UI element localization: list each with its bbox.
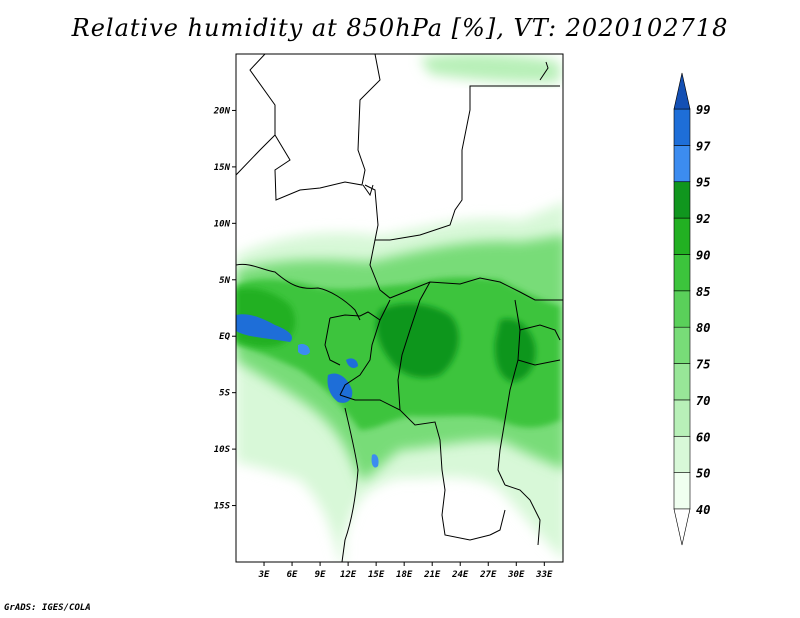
colorbar-swatch [673, 399, 691, 437]
country-borders [236, 54, 563, 562]
colorbar-swatch [673, 108, 691, 146]
credit-text: GrADS: IGES/COLA [4, 603, 91, 613]
lon-tick-label: 21E [423, 570, 441, 580]
lon-tick-label: 24E [451, 570, 469, 580]
colorbar-swatch [673, 435, 691, 473]
lat-tick-label: 5S [219, 389, 230, 399]
colorbar-label: 80 [696, 321, 710, 335]
lon-tick-label: 18E [396, 570, 413, 580]
lon-tick-label: 12E [340, 570, 357, 580]
lat-tick-label: 5N [219, 276, 230, 286]
colorbar-label: 50 [696, 467, 710, 481]
colorbar-label: 99 [696, 103, 710, 117]
colorbar: 40 50 60 70 75 80 85 90 92 95 97 99 [673, 72, 711, 546]
colorbar-label: 90 [696, 248, 710, 262]
colorbar-label: 85 [696, 285, 710, 299]
lon-tick-label: 27E [479, 570, 497, 580]
lat-tick-label: 20N [213, 106, 231, 116]
lat-tick-label: 10N [214, 219, 231, 229]
latitude-axis: 20N 15N 10N 5N EQ 5S 10S 15S [213, 106, 236, 512]
lon-tick-label: 30E [507, 570, 525, 580]
lon-tick-label: 6E [287, 570, 298, 580]
map-frame [235, 53, 564, 563]
lon-tick-label: 33E [535, 570, 553, 580]
colorbar-label: 40 [696, 503, 710, 517]
longitude-axis: 3E 6E 9E 12E 15E 18E 21E 24E 27E 30E 33E [258, 562, 553, 580]
colorbar-label: 70 [696, 394, 710, 408]
lat-tick-label: 15S [214, 502, 231, 512]
colorbar-label: 95 [696, 176, 710, 190]
colorbar-label: 60 [696, 430, 710, 444]
colorbar-swatch [673, 145, 691, 183]
colorbar-swatch [673, 472, 691, 510]
colorbar-swatch [673, 363, 691, 401]
colorbar-swatch [673, 254, 691, 292]
humidity-field [236, 54, 563, 562]
colorbar-swatch [673, 217, 691, 255]
colorbar-label: 75 [696, 358, 710, 372]
lon-tick-label: 9E [315, 570, 326, 580]
lat-tick-label: 15N [214, 163, 231, 173]
lon-tick-label: 15E [368, 570, 385, 580]
colorbar-swatch [673, 181, 691, 219]
colorbar-label: 92 [696, 212, 710, 226]
lat-tick-label: 10S [214, 445, 231, 455]
colorbar-swatch [673, 290, 691, 328]
colorbar-upper-arrow [673, 72, 691, 110]
lon-tick-label: 3E [258, 570, 270, 580]
colorbar-label: 97 [696, 139, 711, 153]
lat-tick-label: EQ [219, 332, 230, 342]
colorbar-swatch [673, 326, 691, 364]
colorbar-lower-arrow [673, 508, 691, 546]
map-title: Relative humidity at 850hPa [%], VT: 202… [71, 14, 729, 42]
